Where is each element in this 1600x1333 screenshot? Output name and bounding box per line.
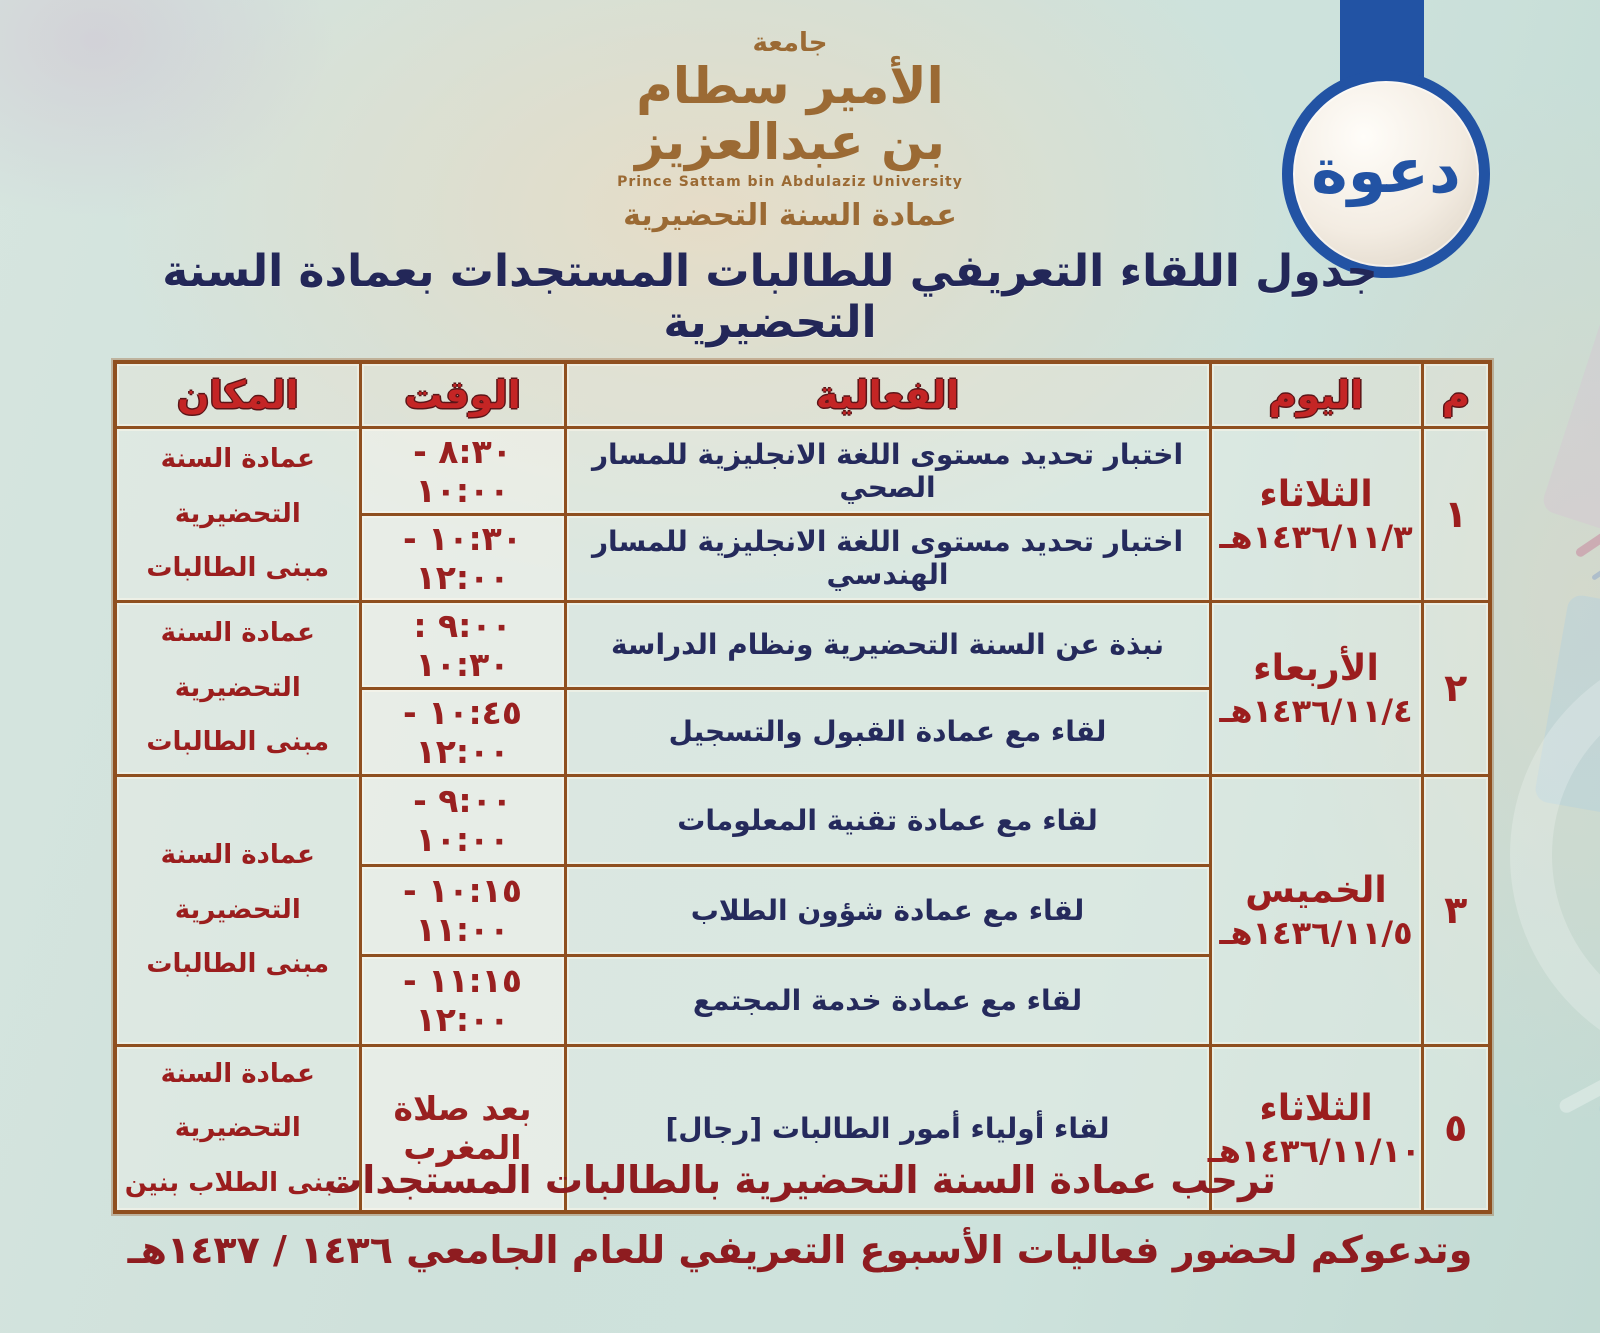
place-line2: مبنى الطلاب بنين — [124, 1167, 351, 1198]
activity-cell: اختبار تحديد مستوى اللغة الانجليزية للمس… — [563, 425, 1212, 516]
day-cell: الخميس ١٤٣٦/١١/٥هـ — [1208, 773, 1424, 1047]
day-cell: الثلاثاء ١٤٣٦/١١/١٠هـ — [1207, 1043, 1424, 1214]
activity-cell: لقاء مع عمادة خدمة المجتمع — [563, 953, 1212, 1047]
place-line2: مبنى الطالبات — [146, 949, 330, 980]
place-line1: عمادة السنة التحضيرية — [160, 1058, 315, 1144]
day-date: ١٤٣٦/١١/١٠هـ — [1207, 1131, 1421, 1170]
table-row: ٣ الخميس ١٤٣٦/١١/٥هـ لقاء مع عمادة تقنية… — [113, 773, 1492, 1047]
activity-cell: لقاء مع عمادة تقنية المعلومات — [563, 773, 1212, 867]
col-header-day: اليوم — [1208, 360, 1424, 429]
table-row: ٢ الأربعاء ١٤٣٦/١١/٤هـ نبذة عن السنة الت… — [113, 599, 1492, 777]
place-line2: مبنى الطالبات — [146, 727, 330, 758]
day-name: الأربعاء — [1253, 647, 1379, 689]
day-date: ١٤٣٦/١١/٥هـ — [1219, 913, 1413, 952]
table-row: لقاء مع عمادة القبول والتسجيل ١٠:٤٥ - ١٢… — [115, 686, 1490, 777]
day-cell: الثلاثاء ١٤٣٦/١١/٣هـ — [1208, 425, 1424, 603]
decor-square — [1540, 290, 1600, 580]
logo-name-english: Prince Sattam bin Abdulaziz University — [617, 174, 963, 190]
decor-streak — [1557, 858, 1600, 1116]
time-cell: ١٠:٤٥ - ١٢:٠٠ — [358, 686, 567, 777]
page-title: جدول اللقاء التعريفي للطالبات المستجدات … — [162, 246, 1378, 348]
col-header-place: المكان — [113, 360, 362, 429]
row-number-cell: ٥ — [1420, 1043, 1492, 1214]
day-date: ١٤٣٦/١١/٤هـ — [1219, 691, 1413, 730]
schedule-table: م اليوم الفعالية الوقت المكان ١ الثلاثاء… — [113, 360, 1492, 1215]
day-cell: الأربعاء ١٤٣٦/١١/٤هـ — [1208, 599, 1424, 777]
row-number-cell: ٢ — [1420, 599, 1492, 777]
time-cell: ١٠:٣٠ - ١٢:٠٠ — [358, 512, 567, 603]
footer-line2: وتدعوكم لحضور فعاليات الأسبوع التعريفي ل… — [127, 1228, 1473, 1272]
time-cell: ٩:٠٠ - ١٠:٠٠ — [358, 773, 567, 867]
col-header-activity: الفعالية — [563, 360, 1212, 429]
logo-name-line1: الأمير سطام — [636, 57, 944, 115]
activity-cell: لقاء مع عمادة شؤون الطلاب — [563, 863, 1212, 957]
decor-streak — [1591, 364, 1600, 581]
time-cell: ٨:٣٠ - ١٠:٠٠ — [358, 425, 567, 516]
decor-square — [1596, 926, 1600, 1174]
place-cell: عمادة السنة التحضيرية مبنى الطلاب بنين — [113, 1043, 362, 1214]
table-row: ١ الثلاثاء ١٤٣٦/١١/٣هـ اختبار تحديد مستو… — [113, 425, 1492, 603]
day-date: ١٤٣٦/١١/٣هـ — [1219, 517, 1413, 556]
time-cell: ٩:٠٠ : ١٠:٣٠ — [358, 599, 567, 690]
day-name: الخميس — [1245, 869, 1387, 911]
day-name: الثلاثاء — [1259, 1087, 1373, 1129]
decor-square — [1533, 593, 1600, 837]
logo-deanship-name: عمادة السنة التحضيرية — [623, 198, 957, 233]
col-header-num: م — [1420, 360, 1492, 429]
footer-message: ترحب عمادة السنة التحضيرية بالطالبات الم… — [80, 1158, 1520, 1272]
place-cell: عمادة السنة التحضيرية مبنى الطالبات — [113, 425, 362, 603]
time-cell: ١١:١٥ - ١٢:٠٠ — [358, 953, 567, 1047]
time-cell: ١٠:١٥ - ١١:٠٠ — [358, 863, 567, 957]
university-logo: جامعة الأمير سطام بن عبدالعزيز Prince Sa… — [590, 28, 990, 233]
row-number-cell: ٣ — [1420, 773, 1492, 1047]
decor-streak — [1574, 310, 1600, 559]
table-row: لقاء مع عمادة شؤون الطلاب ١٠:١٥ - ١١:٠٠ — [115, 863, 1490, 957]
activity-cell: نبذة عن السنة التحضيرية ونظام الدراسة — [563, 599, 1212, 690]
table-row: اختبار تحديد مستوى اللغة الانجليزية للمس… — [115, 512, 1490, 603]
activity-cell: لقاء أولياء أمور الطالبات [رجال] — [563, 1043, 1212, 1214]
table-header-row: م اليوم الفعالية الوقت المكان — [113, 360, 1492, 429]
col-header-time: الوقت — [358, 360, 567, 429]
logo-word-university: جامعة — [752, 28, 828, 58]
row-number-cell: ١ — [1420, 425, 1492, 603]
invitation-badge: دعوة — [1282, 70, 1490, 278]
place-line1: عمادة السنة التحضيرية — [160, 444, 315, 529]
place-line1: عمادة السنة التحضيرية — [160, 618, 315, 703]
footer-line1: ترحب عمادة السنة التحضيرية بالطالبات الم… — [324, 1158, 1276, 1202]
place-line2: مبنى الطالبات — [146, 553, 330, 584]
invitation-badge-label: دعوة — [1311, 133, 1461, 207]
table-row: ٥ الثلاثاء ١٤٣٦/١١/١٠هـ لقاء أولياء أمور… — [113, 1043, 1492, 1214]
decor-ring — [1510, 640, 1600, 1070]
place-cell: عمادة السنة التحضيرية مبنى الطالبات — [113, 773, 362, 1047]
place-cell: عمادة السنة التحضيرية مبنى الطالبات — [113, 599, 362, 777]
table-row: لقاء مع عمادة خدمة المجتمع ١١:١٥ - ١٢:٠٠ — [115, 953, 1490, 1047]
logo-name-line2: بن عبدالعزيز — [635, 113, 945, 171]
day-name: الثلاثاء — [1259, 473, 1373, 515]
place-line1: عمادة السنة التحضيرية — [160, 840, 315, 925]
time-cell: بعد صلاة المغرب — [358, 1043, 567, 1214]
activity-cell: لقاء مع عمادة القبول والتسجيل — [563, 686, 1212, 777]
activity-cell: اختبار تحديد مستوى اللغة الانجليزية للمس… — [563, 512, 1212, 603]
